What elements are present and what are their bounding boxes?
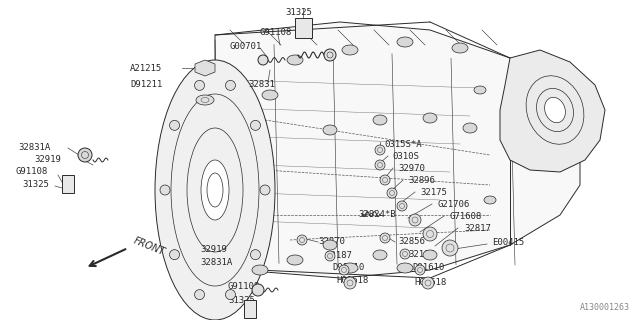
Circle shape [375,145,385,155]
Ellipse shape [287,255,303,265]
Text: 31325: 31325 [285,8,312,17]
Circle shape [225,80,236,90]
Polygon shape [62,175,74,193]
Text: 0310S: 0310S [392,152,419,161]
Circle shape [380,233,390,243]
Ellipse shape [423,113,437,123]
Polygon shape [244,300,256,318]
Text: FRONT: FRONT [132,235,166,257]
Circle shape [380,175,390,185]
Circle shape [250,250,260,260]
Ellipse shape [196,95,214,105]
Text: 32919: 32919 [34,155,61,164]
Ellipse shape [342,45,358,55]
Text: 32831A: 32831A [200,258,232,267]
Ellipse shape [474,86,486,94]
Circle shape [422,277,434,289]
Text: D91610: D91610 [332,263,364,272]
Text: H01618: H01618 [414,278,446,287]
Polygon shape [215,22,580,278]
Text: 32175: 32175 [420,188,447,197]
Circle shape [387,188,397,198]
Ellipse shape [463,123,477,133]
Polygon shape [500,50,605,172]
Ellipse shape [373,115,387,125]
Text: 32817: 32817 [464,224,491,233]
Ellipse shape [262,90,278,100]
Text: G91108: G91108 [16,167,48,176]
Polygon shape [195,60,215,76]
Circle shape [195,80,205,90]
Ellipse shape [373,250,387,260]
Circle shape [78,148,92,162]
Text: 32896: 32896 [408,176,435,185]
Ellipse shape [323,125,337,135]
Text: H01618: H01618 [336,276,368,285]
Circle shape [325,251,335,261]
Circle shape [258,55,268,65]
Circle shape [160,185,170,195]
Text: 31325: 31325 [228,296,255,305]
Circle shape [344,277,356,289]
Ellipse shape [155,60,275,320]
Polygon shape [295,18,312,38]
Circle shape [252,284,264,296]
Text: G00701: G00701 [230,42,262,51]
Ellipse shape [484,196,496,204]
Text: D91211: D91211 [130,80,163,89]
Ellipse shape [342,263,358,273]
Text: 31325: 31325 [22,180,49,189]
Ellipse shape [452,43,468,53]
Circle shape [170,250,180,260]
Text: G71608: G71608 [450,212,483,221]
Text: 32970: 32970 [398,164,425,173]
Circle shape [324,49,336,61]
Circle shape [297,235,307,245]
Text: G91108: G91108 [260,28,292,37]
Ellipse shape [323,240,337,250]
Text: G91108: G91108 [228,282,260,291]
Ellipse shape [287,55,303,65]
Text: 32856: 32856 [398,237,425,246]
Ellipse shape [397,263,413,273]
Circle shape [170,120,180,130]
Text: G21706: G21706 [438,200,470,209]
Text: 32186: 32186 [408,250,435,259]
Circle shape [423,227,437,241]
Circle shape [415,265,425,275]
Ellipse shape [423,250,437,260]
Ellipse shape [252,265,268,275]
Circle shape [409,214,421,226]
Circle shape [339,265,349,275]
Circle shape [442,240,458,256]
Ellipse shape [545,97,565,123]
Text: 32187: 32187 [325,251,352,260]
Circle shape [260,185,270,195]
Text: D91610: D91610 [412,263,444,272]
Text: 32919: 32919 [200,245,227,254]
Text: E00415: E00415 [492,238,524,247]
Circle shape [397,201,407,211]
Circle shape [250,120,260,130]
Circle shape [225,290,236,300]
Text: 0315S*A: 0315S*A [384,140,422,149]
Circle shape [375,160,385,170]
Text: A130001263: A130001263 [580,303,630,312]
Text: 32831: 32831 [248,80,275,89]
Text: 32870: 32870 [318,237,345,246]
Text: 32831A: 32831A [18,143,51,152]
Circle shape [400,249,410,259]
Ellipse shape [201,160,229,220]
Ellipse shape [397,37,413,47]
Circle shape [195,290,205,300]
Text: A21215: A21215 [130,64,163,73]
Text: 32824*B: 32824*B [358,210,396,219]
